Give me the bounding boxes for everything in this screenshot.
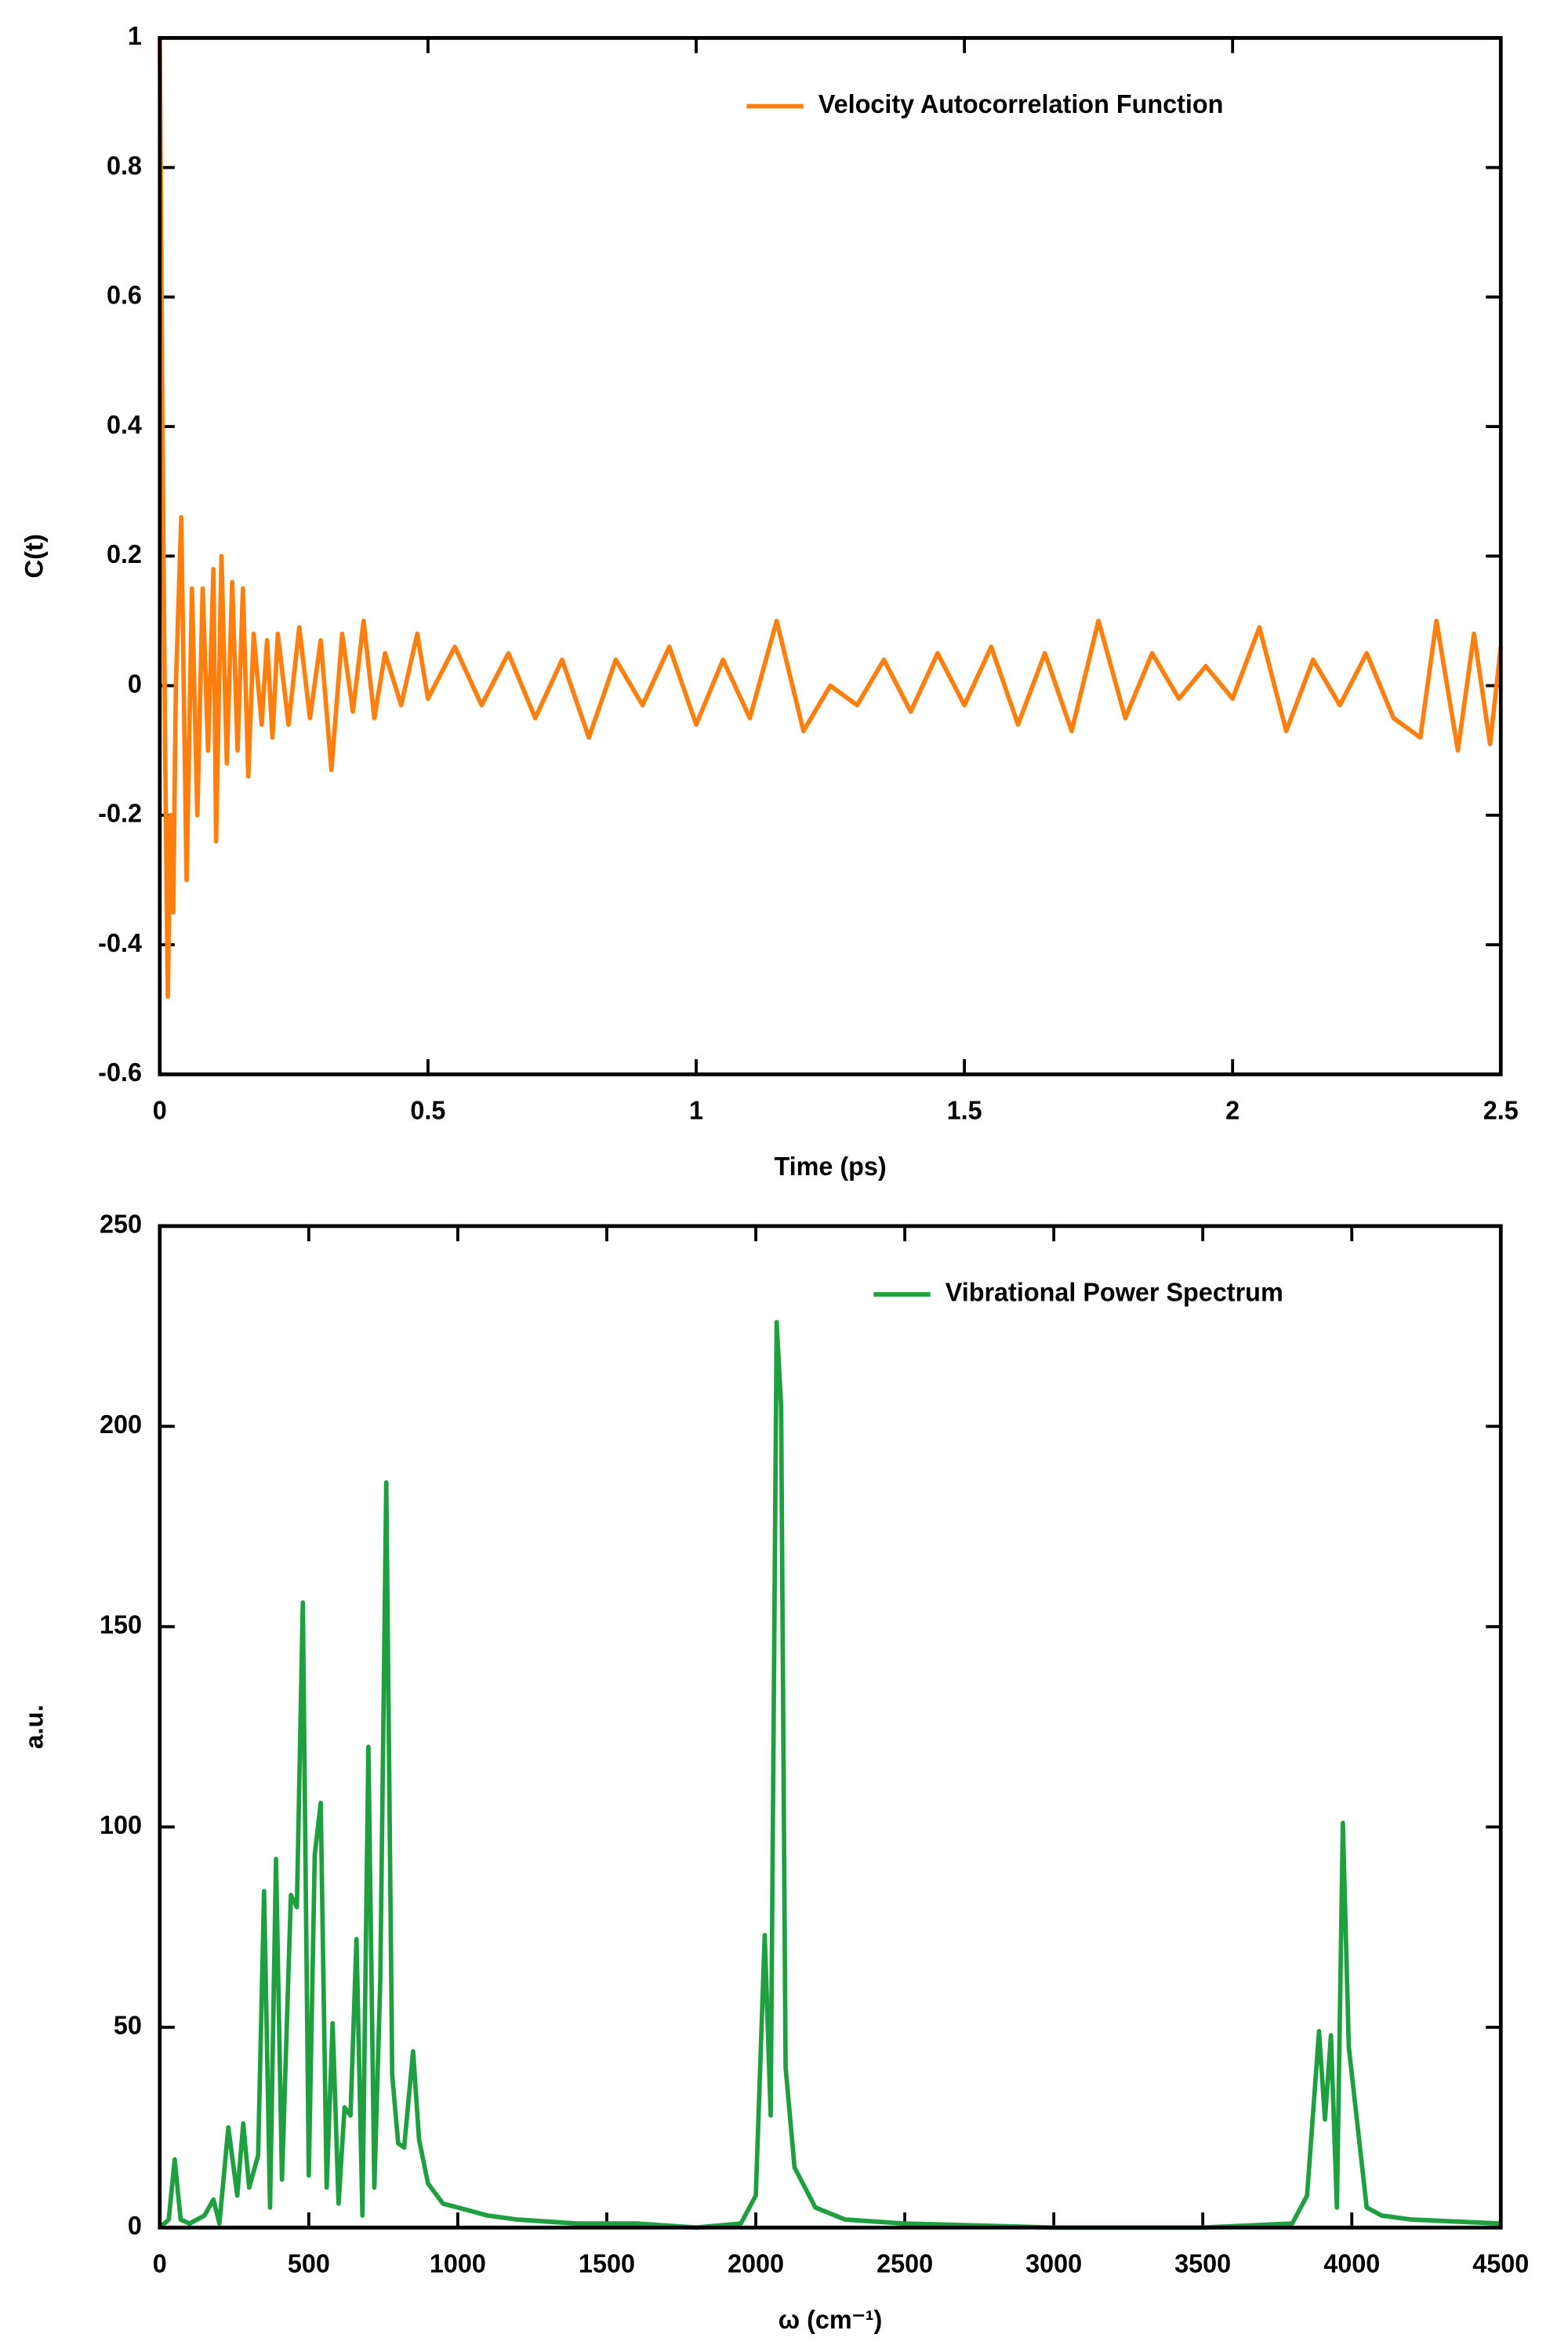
legend-label: Velocity Autocorrelation Function [818, 89, 1224, 118]
y-tick-label: 0.8 [107, 151, 142, 180]
y-tick-label: -0.4 [98, 928, 142, 957]
y-tick-label: 0 [128, 669, 142, 698]
x-tick-label: 2.5 [1483, 1095, 1519, 1124]
x-tick-label: 1000 [430, 2249, 486, 2278]
x-tick-label: 4000 [1323, 2249, 1380, 2278]
legend-label: Vibrational Power Spectrum [946, 1277, 1283, 1306]
y-axis-label: C(t) [20, 534, 49, 579]
y-tick-label: -0.2 [98, 798, 142, 827]
y-tick-label: 250 [100, 1209, 142, 1238]
x-tick-label: 2500 [877, 2249, 933, 2278]
x-tick-label: 4500 [1472, 2249, 1529, 2278]
x-tick-label: 0 [153, 2249, 167, 2278]
y-tick-label: 200 [100, 1410, 142, 1439]
y-axis-label: a.u. [20, 1704, 49, 1749]
y-tick-label: 150 [100, 1610, 142, 1639]
x-tick-label: 0 [153, 1095, 167, 1124]
x-tick-label: 1.5 [947, 1095, 982, 1124]
plot-frame [158, 1224, 1503, 2230]
x-tick-label: 1 [689, 1095, 703, 1124]
y-tick-label: 0.6 [107, 280, 142, 309]
x-axis-label: Time (ps) [774, 1152, 886, 1181]
x-tick-label: 2000 [728, 2249, 784, 2278]
y-tick-label: 0.2 [107, 539, 142, 568]
y-tick-label: 0.4 [107, 410, 142, 439]
y-tick-label: 0 [128, 2211, 142, 2240]
data-line [157, 38, 1504, 1000]
x-tick-label: 2 [1225, 1095, 1240, 1124]
data-line [158, 1319, 1501, 2230]
y-tick-label: -0.6 [98, 1058, 142, 1087]
plot-frame [158, 35, 1503, 1076]
x-axis-label: ω (cm⁻¹) [779, 2305, 883, 2334]
x-tick-label: 500 [288, 2249, 330, 2278]
x-tick-label: 1500 [579, 2249, 635, 2278]
y-tick-label: 100 [100, 1810, 142, 1839]
y-tick-label: 1 [128, 21, 142, 50]
x-tick-label: 3000 [1025, 2249, 1082, 2278]
y-tick-label: 50 [114, 2010, 142, 2039]
x-tick-label: 3500 [1174, 2249, 1231, 2278]
x-tick-label: 0.5 [410, 1095, 445, 1124]
